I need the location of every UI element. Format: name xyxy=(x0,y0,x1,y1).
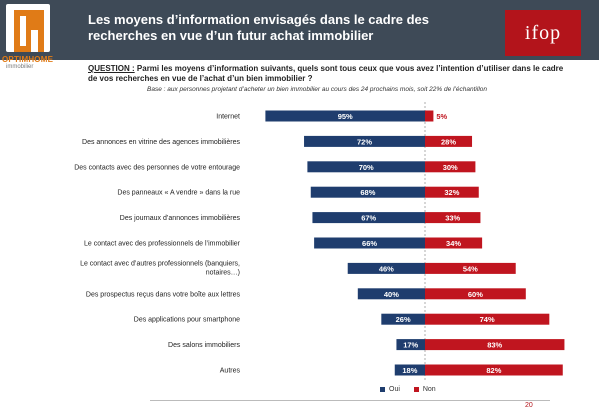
bar-oui xyxy=(381,313,425,325)
bar-non xyxy=(425,364,563,376)
bar-non xyxy=(425,161,476,173)
data-label-non: 32% xyxy=(444,188,459,197)
data-label-non: 54% xyxy=(463,264,478,273)
optimhome-logo xyxy=(6,4,50,52)
bar-non xyxy=(425,212,481,224)
category-label: Des prospectus reçus dans votre boîte au… xyxy=(86,291,241,298)
category-label: Autres xyxy=(220,368,241,375)
data-label-non: 33% xyxy=(445,214,460,223)
bar-oui xyxy=(314,237,425,249)
bar-non xyxy=(425,288,526,300)
bar-oui xyxy=(394,364,425,376)
house-logo-icon xyxy=(14,10,44,52)
legend-label-non: Non xyxy=(422,386,436,393)
data-label-non: 34% xyxy=(446,239,461,248)
data-label-non: 5% xyxy=(436,112,447,121)
data-label-oui: 17% xyxy=(403,341,418,350)
data-label-oui: 46% xyxy=(379,264,394,273)
question-block: QUESTION : Parmi les moyens d’informatio… xyxy=(88,64,568,84)
header-banner: Les moyens d’information envisagés dans … xyxy=(0,0,599,60)
data-label-non: 28% xyxy=(441,137,456,146)
bar-oui xyxy=(265,110,425,122)
bar-oui xyxy=(396,339,425,351)
base-note: Base : aux personnes projetant d’acheter… xyxy=(147,86,487,93)
category-label: Des salons immobiliers xyxy=(168,342,240,349)
question-label: QUESTION : xyxy=(88,64,135,73)
bar-non xyxy=(425,262,516,274)
legend: Oui Non xyxy=(380,386,448,393)
bar-non xyxy=(425,339,565,351)
bar-non xyxy=(425,237,483,249)
category-label: Des annonces en vitrine des agences immo… xyxy=(82,139,240,146)
bar-oui xyxy=(357,288,425,300)
legend-item-oui: Oui xyxy=(380,386,400,393)
data-label-oui: 95% xyxy=(338,112,353,121)
data-label-non: 60% xyxy=(468,290,483,299)
bar-non xyxy=(425,186,479,198)
logo-subtitle: immobilier xyxy=(6,64,34,70)
slide-title: Les moyens d’information envisagés dans … xyxy=(88,12,430,43)
bar-oui xyxy=(307,161,425,173)
logo-wordmark: OPTIMHOME xyxy=(2,55,54,64)
category-label: Des contacts avec des personnes de votre… xyxy=(74,164,240,171)
data-label-oui: 72% xyxy=(357,137,372,146)
category-label: Le contact avec des professionnels de l’… xyxy=(84,241,241,248)
ifop-logo: ifop xyxy=(505,10,581,56)
category-label: Des journaux d’annonces immobilières xyxy=(120,215,241,222)
data-label-non: 74% xyxy=(480,315,495,324)
footer-divider xyxy=(150,400,550,401)
bar-non xyxy=(425,110,434,122)
data-label-oui: 66% xyxy=(362,239,377,248)
page-number: 20 xyxy=(525,402,533,409)
data-label-oui: 67% xyxy=(361,214,376,223)
legend-swatch-non xyxy=(413,386,419,392)
bar-oui xyxy=(347,262,425,274)
category-label: Des panneaux « A vendre » dans la rue xyxy=(117,190,240,197)
data-label-non: 82% xyxy=(486,366,501,375)
bar-oui xyxy=(310,186,425,198)
diverging-bar-chart: Internet 95% 5% Des annonces en vitrine des… xyxy=(74,102,565,382)
data-label-oui: 40% xyxy=(384,290,399,299)
bar-oui xyxy=(304,135,425,147)
legend-item-non: Non xyxy=(413,386,436,393)
data-label-oui: 68% xyxy=(360,188,375,197)
data-label-non: 83% xyxy=(487,341,502,350)
data-label-oui: 70% xyxy=(359,163,374,172)
data-label-oui: 26% xyxy=(396,315,411,324)
legend-swatch-oui xyxy=(380,386,385,392)
bar-non xyxy=(425,135,473,147)
legend-label-oui: Oui xyxy=(389,386,400,393)
bar-non xyxy=(425,313,550,325)
data-label-oui: 18% xyxy=(402,366,417,375)
question-text: Parmi les moyens d’information suivants,… xyxy=(88,64,564,83)
category-label: Des applications pour smartphone xyxy=(134,317,240,324)
data-label-non: 30% xyxy=(443,163,458,172)
bar-oui xyxy=(312,212,425,224)
category-label: Le contact avec d’autres professionnels … xyxy=(80,260,240,276)
category-label: Internet xyxy=(216,114,240,121)
